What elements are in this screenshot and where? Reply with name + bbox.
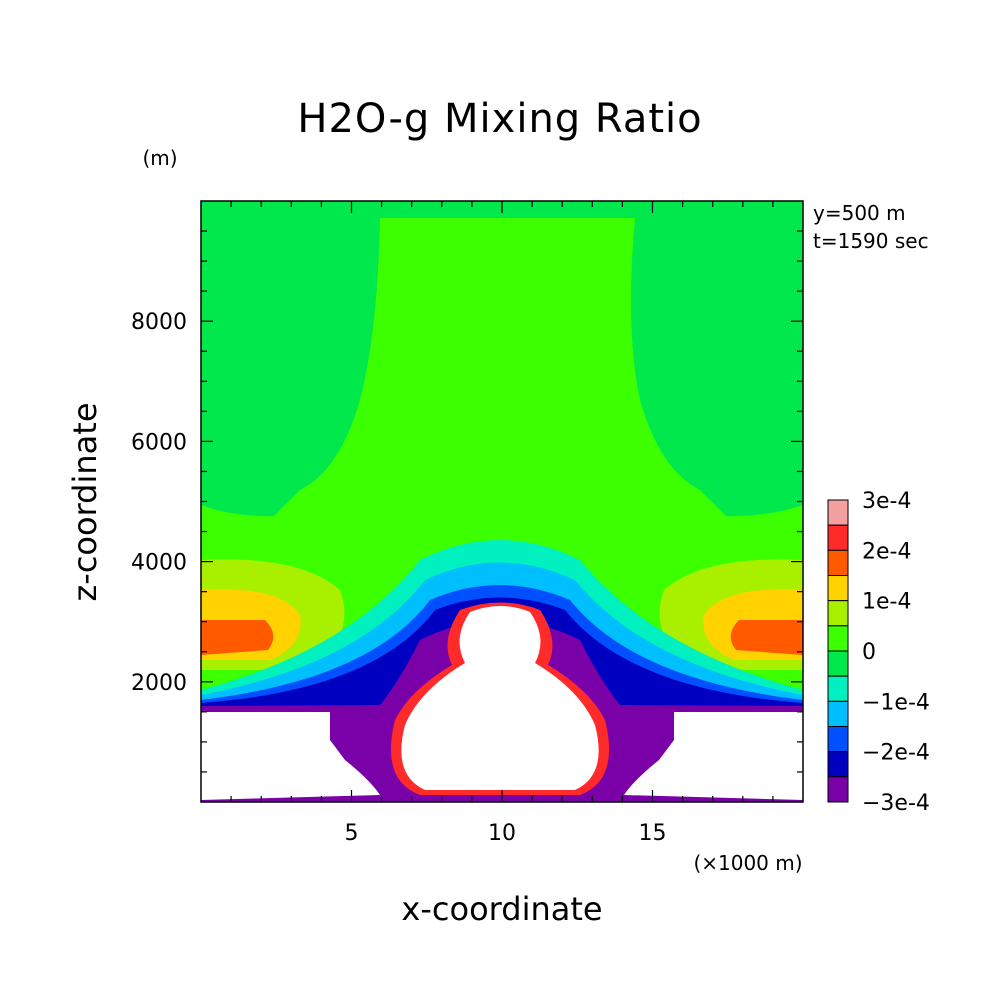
y-tick-label: 8000	[131, 310, 187, 335]
plot-area: 5 10 15 2000 4000 6000 8000	[131, 200, 804, 846]
colorbar-swatch	[827, 524, 849, 551]
colorbar-label: 3e-4	[862, 489, 911, 514]
colorbar: 3e-4 2e-4 1e-4 0 −1e-4 −2e-4 −3e-4	[827, 489, 930, 816]
colorbar-label: 0	[862, 640, 876, 665]
colorbar-swatch	[827, 776, 849, 803]
colorbar-swatch	[827, 726, 849, 753]
x-axis-label: x-coordinate	[401, 890, 602, 928]
colorbar-label: 1e-4	[862, 590, 911, 615]
colorbar-swatch	[827, 650, 849, 677]
contour-band-right-lobe-3	[730, 620, 803, 655]
contour-field	[201, 201, 803, 802]
x-tick-label: 5	[345, 821, 359, 846]
colorbar-swatch	[827, 700, 849, 727]
colorbar-swatch	[827, 549, 849, 576]
axis-ticks: 5 10 15 2000 4000 6000 8000	[131, 201, 803, 846]
colorbar-swatch	[827, 600, 849, 627]
colorbar-label: −2e-4	[862, 741, 930, 766]
x-unit-label: (×1000 m)	[693, 851, 802, 875]
y-tick-label: 4000	[131, 551, 187, 576]
colorbar-swatch	[827, 675, 849, 702]
colorbar-swatch	[827, 499, 849, 526]
colorbar-swatch	[827, 751, 849, 778]
y-tick-label: 6000	[131, 430, 187, 455]
y-axis-label: z-coordinate	[66, 402, 104, 601]
colorbar-swatch	[827, 625, 849, 652]
chart-title: H2O-g Mixing Ratio	[297, 96, 702, 142]
x-tick-label: 15	[639, 821, 667, 846]
contour-white-left	[201, 712, 380, 800]
contour-white-core	[401, 606, 599, 790]
colorbar-swatch	[827, 575, 849, 602]
contour-white-right	[624, 712, 803, 800]
x-tick-label: 10	[488, 821, 516, 846]
y-unit-label: (m)	[142, 146, 177, 170]
colorbar-label: 2e-4	[862, 539, 911, 564]
contour-band-left-lobe-3	[201, 620, 274, 655]
annotation-y: y=500 m	[813, 201, 906, 225]
colorbar-label: −3e-4	[862, 791, 930, 816]
colorbar-label: −1e-4	[862, 690, 930, 715]
y-tick-label: 2000	[131, 671, 187, 696]
annotation-t: t=1590 sec	[813, 229, 929, 253]
